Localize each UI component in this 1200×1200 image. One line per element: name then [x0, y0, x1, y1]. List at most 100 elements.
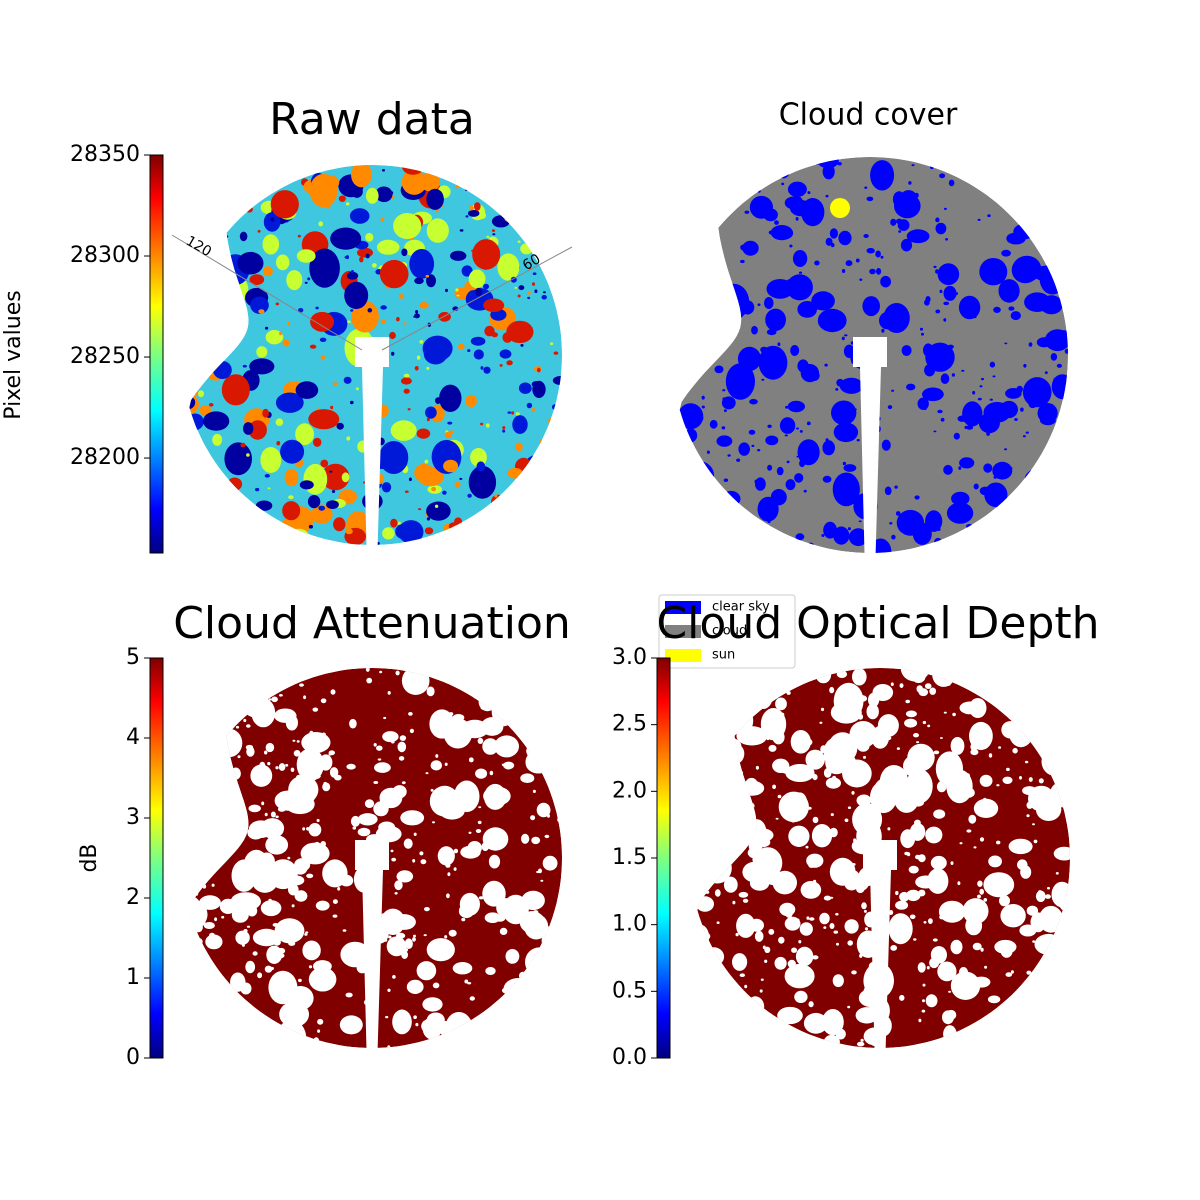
sky-blob	[279, 694, 283, 697]
sky-blob	[697, 896, 714, 912]
sky-blob	[536, 671, 540, 675]
sky-blob	[531, 381, 542, 388]
sky-blob	[697, 1021, 705, 1027]
sky-blob	[217, 213, 221, 216]
sky-blob	[490, 689, 496, 694]
sky-blob	[775, 817, 779, 820]
sky-blob	[442, 490, 447, 495]
sky-blob	[791, 947, 798, 953]
sky-blob	[322, 759, 330, 766]
sky-blob	[718, 1006, 742, 1028]
sky-blob	[189, 841, 195, 848]
sky-blob	[236, 1004, 243, 1012]
sky-blob	[953, 432, 960, 440]
sky-blob	[339, 1015, 363, 1035]
sky-blob	[896, 509, 925, 536]
sky-blob	[1045, 894, 1051, 899]
sky-blob	[755, 765, 760, 770]
sky-blob	[823, 895, 832, 901]
sky-blob	[745, 537, 749, 542]
sky-blob	[539, 518, 554, 534]
sky-blob	[306, 873, 314, 879]
sky-blob	[707, 684, 714, 690]
sky-blob	[1025, 687, 1048, 712]
sky-blob	[538, 207, 547, 213]
sky-blob	[787, 400, 805, 413]
sky-blob	[808, 1001, 814, 1008]
sky-blob	[504, 764, 513, 770]
sky-blob	[1043, 750, 1048, 756]
sky-blob	[328, 750, 335, 756]
sky-blob	[367, 308, 373, 313]
sky-blob	[855, 1007, 878, 1024]
sky-blob	[401, 169, 427, 195]
sky-blob	[287, 321, 291, 326]
sky-blob	[293, 750, 301, 757]
sky-blob	[785, 479, 796, 491]
sky-blob	[230, 696, 234, 699]
sky-blob	[419, 302, 429, 309]
mast	[853, 337, 887, 575]
sky-blob	[888, 913, 913, 945]
sky-blob	[296, 774, 302, 780]
sky-blob	[468, 831, 472, 834]
sky-blob	[287, 856, 291, 860]
sky-blob	[515, 412, 520, 416]
sky-blob	[296, 740, 300, 743]
sky-blob	[777, 1038, 794, 1048]
sky-blob	[851, 970, 857, 975]
sky-blob	[922, 720, 927, 725]
sky-blob	[914, 819, 921, 826]
panel-title: Raw data	[269, 94, 475, 145]
sky-blob	[537, 895, 541, 899]
sky-blob	[189, 463, 202, 491]
sky-blob	[541, 295, 547, 300]
sky-blob	[542, 855, 558, 871]
sky-blob	[748, 429, 756, 435]
sky-blob	[824, 738, 844, 761]
sky-blob	[803, 489, 807, 493]
sky-blob	[264, 474, 270, 478]
colorbar-tick-label: 1.5	[612, 845, 647, 870]
sky-blob	[884, 486, 892, 496]
legend-swatch	[665, 649, 701, 662]
sky-blob	[406, 979, 424, 995]
sky-blob	[486, 1014, 490, 1018]
sky-blob	[1024, 292, 1051, 313]
sky-blob	[857, 1041, 865, 1047]
sky-blob	[958, 967, 969, 979]
sky-blob	[332, 382, 338, 386]
sky-blob	[345, 992, 353, 998]
sky-blob	[694, 1010, 697, 1013]
sky-blob	[917, 962, 926, 973]
sky-blob	[317, 1029, 321, 1033]
sky-blob	[243, 422, 254, 435]
sky-blob	[721, 490, 741, 507]
sky-blob	[414, 366, 419, 371]
sky-blob	[211, 479, 230, 502]
sky-blob	[982, 723, 986, 726]
sky-blob	[806, 916, 810, 920]
sky-blob	[935, 309, 941, 314]
sky-blob	[515, 442, 523, 452]
sky-blob	[777, 1006, 803, 1025]
sky-blob	[532, 789, 536, 794]
sky-blob	[847, 1005, 851, 1009]
sky-blob	[958, 466, 962, 470]
sky-blob	[764, 959, 768, 963]
sky-blob	[685, 161, 693, 167]
sky-blob	[977, 218, 981, 221]
sky-blob	[302, 827, 306, 831]
sky-blob	[496, 670, 499, 674]
sky-blob	[422, 335, 453, 362]
sky-blob	[532, 282, 535, 286]
sky-blob	[425, 772, 429, 775]
sky-blob	[697, 923, 701, 928]
sky-blob	[738, 442, 750, 456]
sky-blob	[401, 248, 408, 257]
sky-blob	[844, 919, 859, 934]
sky-blob	[379, 441, 409, 474]
sky-blob	[1048, 733, 1066, 745]
sky-blob	[938, 900, 966, 923]
sky-blob	[697, 704, 716, 736]
